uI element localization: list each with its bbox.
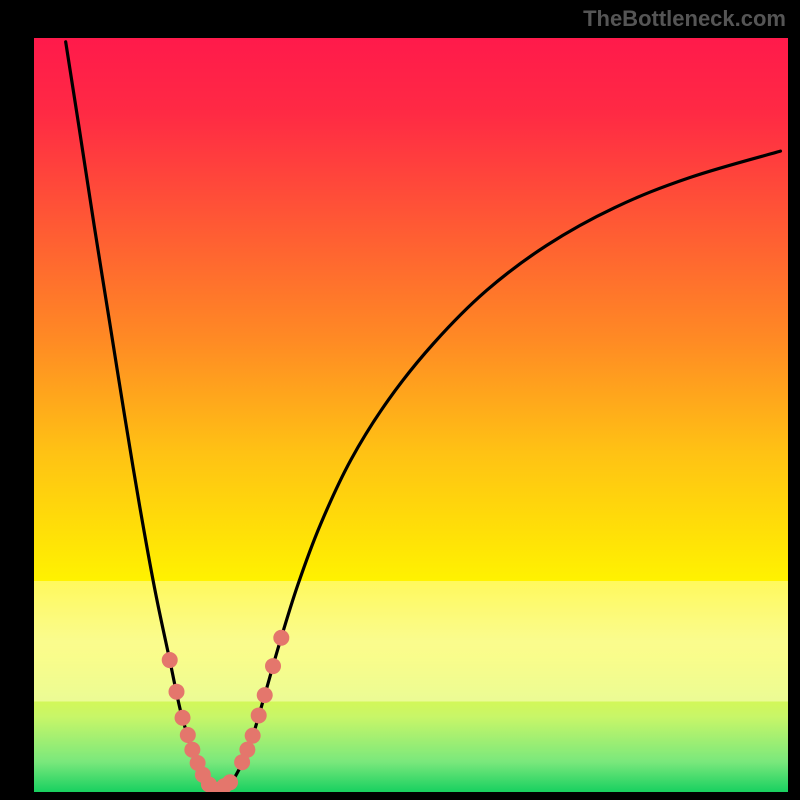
data-marker <box>180 727 196 743</box>
plot-frame <box>34 38 788 792</box>
curve-layer <box>34 38 788 792</box>
data-marker <box>265 658 281 674</box>
data-marker <box>273 630 289 646</box>
chart-stage: TheBottleneck.com <box>0 0 800 800</box>
data-marker <box>175 710 191 726</box>
data-marker <box>251 707 267 723</box>
curve-left-branch <box>66 42 215 790</box>
data-marker <box>245 728 261 744</box>
data-marker <box>222 774 238 790</box>
marker-group <box>162 630 290 792</box>
data-marker <box>239 742 255 758</box>
data-marker <box>257 687 273 703</box>
curve-right-branch <box>215 151 781 790</box>
data-marker <box>169 684 185 700</box>
data-marker <box>162 652 178 668</box>
watermark-text: TheBottleneck.com <box>583 6 786 32</box>
